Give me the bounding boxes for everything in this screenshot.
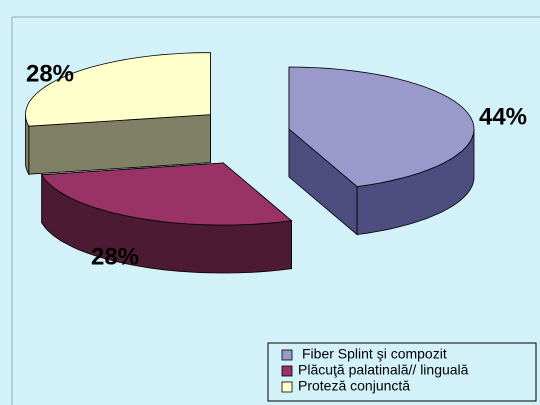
slice — [288, 66, 475, 188]
data-label: 44% — [479, 103, 527, 130]
slice — [25, 52, 211, 127]
legend-label: Proteză conjunctă — [298, 378, 410, 394]
slice — [40, 162, 293, 226]
legend-swatch — [281, 349, 293, 361]
legend-label: Fiber Splint şi compozit — [302, 346, 447, 362]
legend — [267, 342, 537, 402]
data-label: 28% — [26, 60, 74, 87]
legend-swatch — [281, 381, 293, 393]
data-label: 28% — [91, 243, 139, 270]
legend-label: Plăcuţă palatinală// linguală — [298, 362, 469, 378]
legend-swatch — [281, 365, 293, 377]
